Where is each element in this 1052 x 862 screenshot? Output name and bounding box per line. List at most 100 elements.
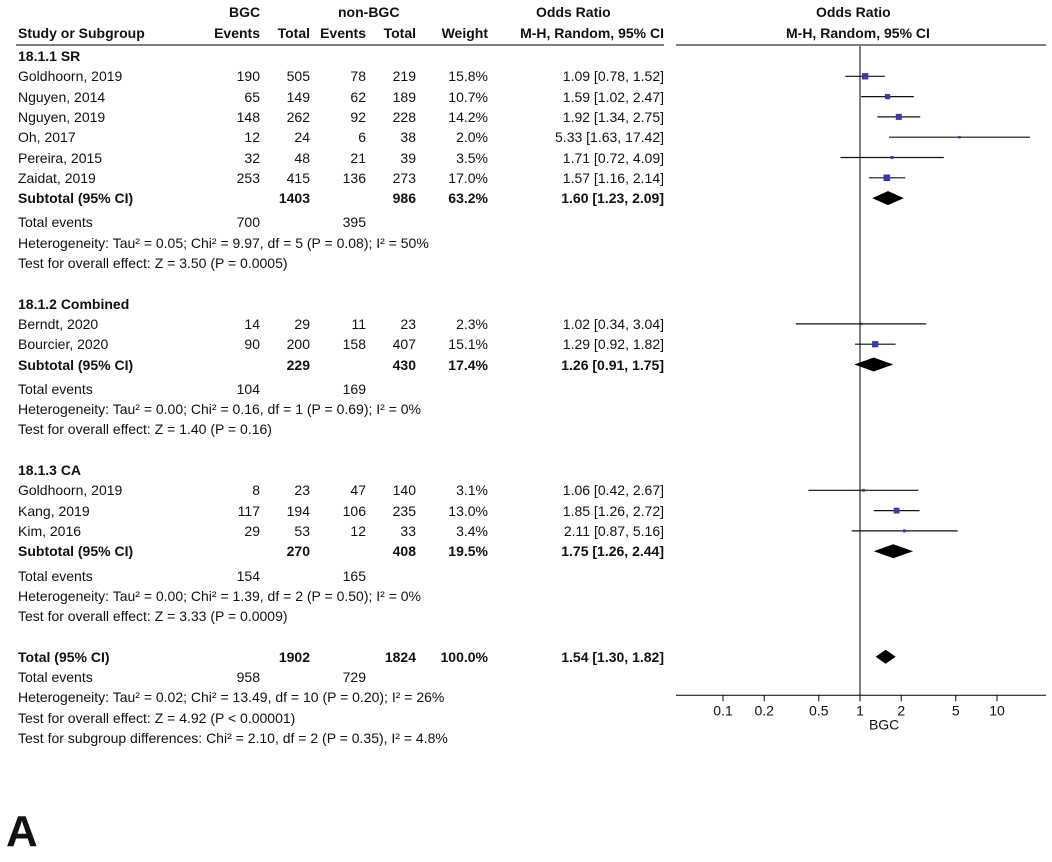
- point-estimate-square: [872, 341, 879, 348]
- events-bgc: 90: [244, 336, 260, 353]
- events-bgc: 190: [236, 68, 260, 85]
- point-estimate-square: [859, 322, 863, 326]
- study-name: Pereira, 2015: [18, 149, 103, 166]
- events-bgc: 29: [244, 522, 260, 539]
- total-non-bgc: 235: [392, 502, 416, 519]
- total-non-bgc: 33: [400, 522, 416, 539]
- subtotal-label: Subtotal (95% CI): [18, 356, 134, 373]
- heterogeneity-text: Heterogeneity: Tau² = 0.00; Chi² = 0.16,…: [18, 401, 421, 418]
- events-non-bgc: 136: [342, 169, 366, 186]
- point-estimate-square: [862, 488, 865, 492]
- odds-ratio-ci: 1.57 [1.16, 2.14]: [562, 169, 664, 186]
- subtotal-weight: 19.5%: [448, 543, 488, 560]
- header-events-non-bgc: Events: [320, 25, 366, 41]
- header-weight: Weight: [441, 25, 488, 41]
- events-non-bgc: 12: [350, 522, 366, 539]
- header-total-non-bgc: Total: [383, 25, 416, 41]
- point-estimate-square: [883, 174, 891, 182]
- total-diamond: [875, 649, 896, 664]
- total-bgc: 48: [294, 149, 310, 166]
- heterogeneity-text: Heterogeneity: Tau² = 0.02; Chi² = 13.49…: [18, 689, 445, 706]
- total-events-non-bgc: 395: [342, 214, 366, 231]
- heterogeneity-text: Heterogeneity: Tau² = 0.05; Chi² = 9.97,…: [18, 234, 429, 251]
- total-ci: 1.54 [1.30, 1.82]: [561, 648, 664, 665]
- total-events-bgc: 700: [236, 214, 260, 231]
- total-non-bgc: 23: [400, 315, 416, 332]
- weight: 3.4%: [456, 522, 488, 539]
- x-axis-tick-label: 5: [952, 702, 960, 718]
- study-name: Zaidat, 2019: [18, 169, 96, 186]
- events-non-bgc: 78: [350, 68, 366, 85]
- odds-ratio-ci: 1.59 [1.02, 2.47]: [562, 88, 664, 105]
- subtotal-diamond: [854, 357, 894, 372]
- point-estimate-square: [890, 156, 894, 159]
- total-bgc: 505: [286, 68, 310, 85]
- events-non-bgc: 6: [358, 129, 366, 146]
- x-axis-tick-label: 1: [856, 702, 864, 718]
- events-bgc: 148: [236, 108, 260, 125]
- x-axis-tick-label: 0.5: [809, 702, 829, 718]
- odds-ratio-ci: 1.92 [1.34, 2.75]: [562, 108, 664, 125]
- header-non-bgc: non-BGC: [338, 4, 400, 20]
- total-bgc: 24: [294, 129, 310, 146]
- weight: 2.0%: [456, 129, 488, 146]
- subtotal-diamond: [872, 191, 904, 206]
- total-non-bgc: 219: [392, 68, 416, 85]
- events-non-bgc: 158: [342, 336, 366, 353]
- events-non-bgc: 106: [342, 502, 366, 519]
- total-total-bgc: 1902: [278, 648, 310, 665]
- total-non-bgc: 273: [392, 169, 416, 186]
- total-bgc: 194: [286, 502, 310, 519]
- events-bgc: 12: [244, 129, 260, 146]
- heterogeneity-text: Heterogeneity: Tau² = 0.00; Chi² = 1.39,…: [18, 587, 421, 604]
- study-name: Nguyen, 2014: [18, 88, 106, 105]
- odds-ratio-ci: 1.02 [0.34, 3.04]: [562, 315, 664, 332]
- total-total-non-bgc: 1824: [384, 648, 416, 665]
- x-axis-tick-label: 0.1: [713, 702, 733, 718]
- header-bgc: BGC: [229, 4, 261, 20]
- odds-ratio-ci: 1.85 [1.26, 2.72]: [562, 502, 664, 519]
- events-bgc: 32: [244, 149, 260, 166]
- subtotal-total-bgc: 1403: [278, 190, 310, 207]
- total-bgc: 23: [294, 482, 310, 499]
- total-bgc: 262: [286, 108, 310, 125]
- header-total-bgc: Total: [277, 25, 310, 41]
- odds-ratio-ci: 1.71 [0.72, 4.09]: [562, 149, 664, 166]
- total-bgc: 53: [294, 522, 310, 539]
- header-study: Study or Subgroup: [18, 25, 145, 41]
- events-non-bgc: 62: [350, 88, 366, 105]
- total-non-bgc: 39: [400, 149, 416, 166]
- events-non-bgc: 21: [350, 149, 366, 166]
- study-name: Goldhoorn, 2019: [18, 68, 123, 85]
- weight: 15.8%: [448, 68, 488, 85]
- events-non-bgc: 47: [350, 482, 366, 499]
- subtotal-total-bgc: 270: [286, 543, 310, 560]
- x-axis-tick-label: 2: [897, 702, 905, 718]
- total-events-label: Total events: [18, 214, 93, 231]
- point-estimate-square: [902, 529, 906, 533]
- study-name: Nguyen, 2019: [18, 108, 106, 125]
- total-events-non-bgc: 165: [342, 567, 366, 584]
- subtotal-total-non-bgc: 986: [392, 190, 416, 207]
- subtotal-label: Subtotal (95% CI): [18, 543, 134, 560]
- overall-effect-text: Test for overall effect: Z = 4.92 (P < 0…: [18, 709, 296, 726]
- weight: 14.2%: [448, 108, 488, 125]
- events-non-bgc: 92: [350, 108, 366, 125]
- odds-ratio-ci: 5.33 [1.63, 17.42]: [555, 129, 664, 146]
- header-method-plot: M-H, Random, 95% CI: [786, 25, 930, 41]
- events-bgc: 117: [237, 502, 260, 519]
- weight: 3.1%: [456, 482, 488, 499]
- subgroup-differences-text: Test for subgroup differences: Chi² = 2.…: [18, 729, 448, 746]
- weight: 13.0%: [448, 502, 488, 519]
- point-estimate-square: [958, 135, 961, 139]
- total-non-bgc: 228: [392, 108, 416, 125]
- header-method-text: M-H, Random, 95% CI: [520, 25, 664, 41]
- subgroup-title: 18.1.3 CA: [18, 462, 82, 478]
- total-non-bgc: 407: [392, 336, 416, 353]
- weight: 2.3%: [456, 315, 488, 332]
- x-axis-tick-label: 10: [989, 702, 1005, 718]
- study-name: Berndt, 2020: [18, 315, 99, 332]
- events-non-bgc: 11: [351, 315, 366, 332]
- subtotal-total-non-bgc: 408: [392, 543, 416, 560]
